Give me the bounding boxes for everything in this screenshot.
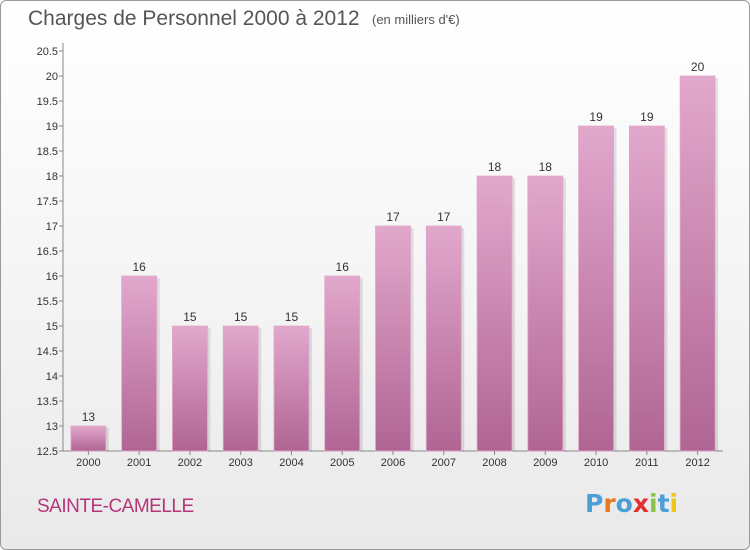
x-tick-label: 2005 <box>330 457 354 469</box>
y-tick-label: 14 <box>46 371 58 383</box>
commune-name: SAINTE-CAMELLE <box>37 496 194 517</box>
x-tick-label: 2003 <box>228 457 252 469</box>
chart-title: Charges de Personnel 2000 à 2012 <box>28 7 360 30</box>
x-tick-label: 2012 <box>685 457 709 469</box>
bar <box>121 275 158 452</box>
y-axis-ticks: 12.5 13 13.5 14 14.5 15 15.5 16 16.5 17 17.5 18 18.5… <box>37 46 63 458</box>
y-tick-label: 15.5 <box>37 296 58 308</box>
value-label: 17 <box>386 210 400 224</box>
x-tick-label: 2007 <box>432 457 456 469</box>
chart-unit: (en milliers d'€) <box>372 12 460 27</box>
value-label: 18 <box>488 160 502 174</box>
bar <box>476 175 513 452</box>
x-tick-label: 2004 <box>279 457 303 469</box>
value-label: 16 <box>336 260 350 274</box>
bar <box>578 125 614 452</box>
bar <box>70 425 107 452</box>
bar <box>222 325 259 452</box>
y-tick-label: 12.5 <box>37 446 58 458</box>
bar <box>273 325 310 452</box>
logo-letter: P <box>585 489 604 518</box>
logo-letter: i <box>669 489 679 518</box>
value-label: 15 <box>183 310 197 324</box>
y-tick-label: 14.5 <box>37 346 58 358</box>
logo-letter: r <box>603 489 616 518</box>
x-tick-label: 2002 <box>178 457 202 469</box>
bar <box>324 275 361 452</box>
value-label: 13 <box>82 410 96 424</box>
x-tick-label: 2006 <box>381 457 405 469</box>
bar <box>172 325 208 452</box>
bars-group <box>70 75 719 452</box>
x-tick-label: 2011 <box>635 457 659 469</box>
value-labels: 13 16 15 15 15 16 17 17 18 18 19 19 20 <box>82 60 705 424</box>
bar <box>425 225 462 452</box>
bar <box>628 125 665 452</box>
y-tick-label: 19.5 <box>37 96 58 108</box>
bar <box>527 175 564 452</box>
value-label: 15 <box>234 310 248 324</box>
x-tick-label: 2009 <box>533 457 557 469</box>
y-tick-label: 17.5 <box>37 196 58 208</box>
x-tick-label: 2000 <box>76 457 100 469</box>
y-tick-label: 16 <box>46 271 58 283</box>
y-tick-label: 18.5 <box>37 146 58 158</box>
x-tick-label: 2008 <box>482 457 506 469</box>
value-label: 20 <box>691 60 705 74</box>
logo-letter: i <box>649 489 658 518</box>
y-tick-label: 17 <box>46 221 58 233</box>
logo-letter: o <box>615 489 633 518</box>
y-tick-label: 15 <box>46 321 58 333</box>
value-label: 18 <box>539 160 553 174</box>
value-label: 16 <box>132 260 146 274</box>
x-tick-label: 2001 <box>127 457 151 469</box>
value-label: 17 <box>437 210 451 224</box>
y-tick-label: 20 <box>46 71 58 83</box>
y-tick-label: 16.5 <box>37 246 58 258</box>
proxiti-logo: Proxiti <box>585 489 678 518</box>
value-label: 19 <box>640 110 654 124</box>
bar <box>375 225 411 452</box>
value-label: 15 <box>285 310 299 324</box>
x-tick-label: 2010 <box>584 457 608 469</box>
x-axis-ticks: 2000 2001 2002 2003 2004 2005 2006 2007 2008 2009… <box>76 451 710 469</box>
logo-letter: t <box>657 489 670 518</box>
logo-letter: x <box>632 489 649 518</box>
y-tick-label: 13.5 <box>37 396 58 408</box>
y-tick-label: 20.5 <box>37 46 58 58</box>
y-tick-label: 18 <box>46 171 58 183</box>
bar <box>679 75 716 452</box>
y-tick-label: 13 <box>46 421 58 433</box>
value-label: 19 <box>589 110 603 124</box>
y-tick-label: 19 <box>46 121 58 133</box>
